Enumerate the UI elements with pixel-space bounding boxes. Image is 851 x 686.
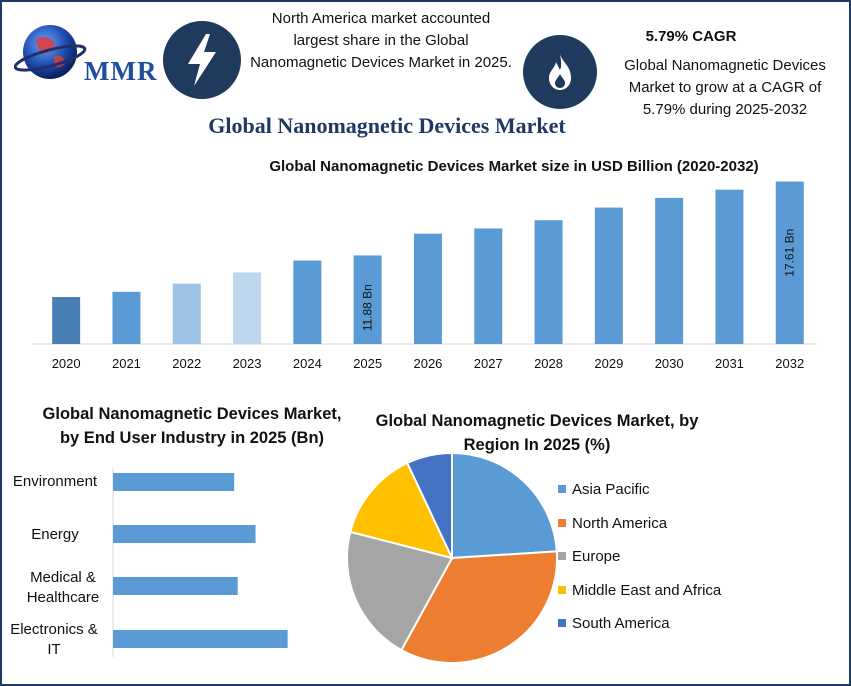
legend-label-europe: Europe: [572, 547, 621, 565]
legend-label-south-america: South America: [572, 614, 670, 632]
data-label-2025: 11.88 Bn: [361, 284, 375, 331]
legend-label-north-america: North America: [572, 514, 668, 532]
legend-swatch-middle-east-africa: [558, 586, 566, 594]
flame-icon: [523, 35, 597, 109]
tick-label-2021: 2021: [112, 356, 141, 371]
legend-swatch-north-america: [558, 519, 566, 527]
tick-label-2020: 2020: [52, 356, 81, 371]
tick-label-2029: 2029: [594, 356, 623, 371]
tick-label-2032: 2032: [775, 356, 804, 371]
pie-slice-south-america: [405, 451, 453, 559]
legend-label-asia-pacific: Asia Pacific: [572, 480, 650, 498]
bar-2020: [52, 297, 81, 344]
legend-item-north-america: North America: [558, 513, 667, 533]
bar-2029: [594, 207, 623, 344]
legend-label-middle-east-africa: Middle East and Africa: [572, 581, 722, 599]
legend-swatch-asia-pacific: [558, 485, 566, 493]
bar-2022: [172, 283, 201, 344]
region-chart-title: Global Nanomagnetic Devices Market, by R…: [375, 412, 699, 454]
category-label-energy: Energy: [31, 526, 79, 543]
pie-slice-europe: [346, 530, 454, 652]
bar-2028: [534, 220, 563, 344]
data-label-2032: 17.61 Bn: [783, 229, 797, 277]
tick-label-2022: 2022: [172, 356, 201, 371]
bar-2025: [353, 255, 382, 344]
pie-slice-middle-east-and-africa: [349, 461, 454, 560]
north-america-share-note: North America market accounted largest s…: [250, 10, 512, 71]
category-label-environment: Environment: [12, 473, 98, 490]
legend-item-europe: Europe: [558, 546, 620, 566]
tick-label-2028: 2028: [534, 356, 563, 371]
lightning-bolt-icon: [163, 21, 241, 99]
main-title: Global Nanomagnetic Devices Market: [208, 113, 566, 138]
legend-swatch-europe: [558, 552, 566, 560]
tick-label-2025: 2025: [353, 356, 382, 371]
tick-label-2027: 2027: [474, 356, 503, 371]
market-size-chart-title: Global Nanomagnetic Devices Market size …: [269, 158, 759, 175]
tick-label-2031: 2031: [715, 356, 744, 371]
globe-icon: [13, 25, 87, 79]
bar-2021: [112, 291, 141, 344]
cagr-value: 5.79% CAGR: [645, 28, 737, 45]
brand-name: MMR: [84, 56, 158, 86]
bar-2024: [293, 260, 322, 344]
legend-item-south-america: South America: [558, 613, 670, 633]
legend-swatch-south-america: [558, 619, 566, 627]
legend-item-middle-east-africa: Middle East and Africa: [558, 580, 721, 600]
category-label-electronics-it: Electronics & IT: [10, 621, 98, 658]
end-user-chart-title: Global Nanomagnetic Devices Market, by E…: [42, 405, 342, 447]
hbar-energy: [113, 525, 256, 543]
bar-2023: [233, 272, 262, 344]
legend-item-asia-pacific: Asia Pacific: [558, 479, 650, 499]
mmr-logo: MMR: [13, 18, 159, 88]
bar-2027: [474, 228, 503, 344]
tick-label-2030: 2030: [655, 356, 684, 371]
category-label-medical-healthcare: Medical & Healthcare: [26, 569, 100, 606]
bar-2026: [413, 233, 442, 344]
hbar-medical-healthcare: [113, 577, 238, 595]
pie-slice-asia-pacific: [451, 451, 558, 560]
hbar-electronics-it: [113, 630, 288, 648]
tick-label-2023: 2023: [233, 356, 262, 371]
hbar-environment: [113, 473, 235, 491]
bar-2030: [655, 197, 684, 344]
bar-2031: [715, 189, 744, 344]
tick-label-2026: 2026: [413, 356, 442, 371]
cagr-description: Global Nanomagnetic Devices Market to gr…: [624, 57, 826, 118]
bar-2032: [775, 181, 804, 344]
tick-label-2024: 2024: [293, 356, 322, 371]
